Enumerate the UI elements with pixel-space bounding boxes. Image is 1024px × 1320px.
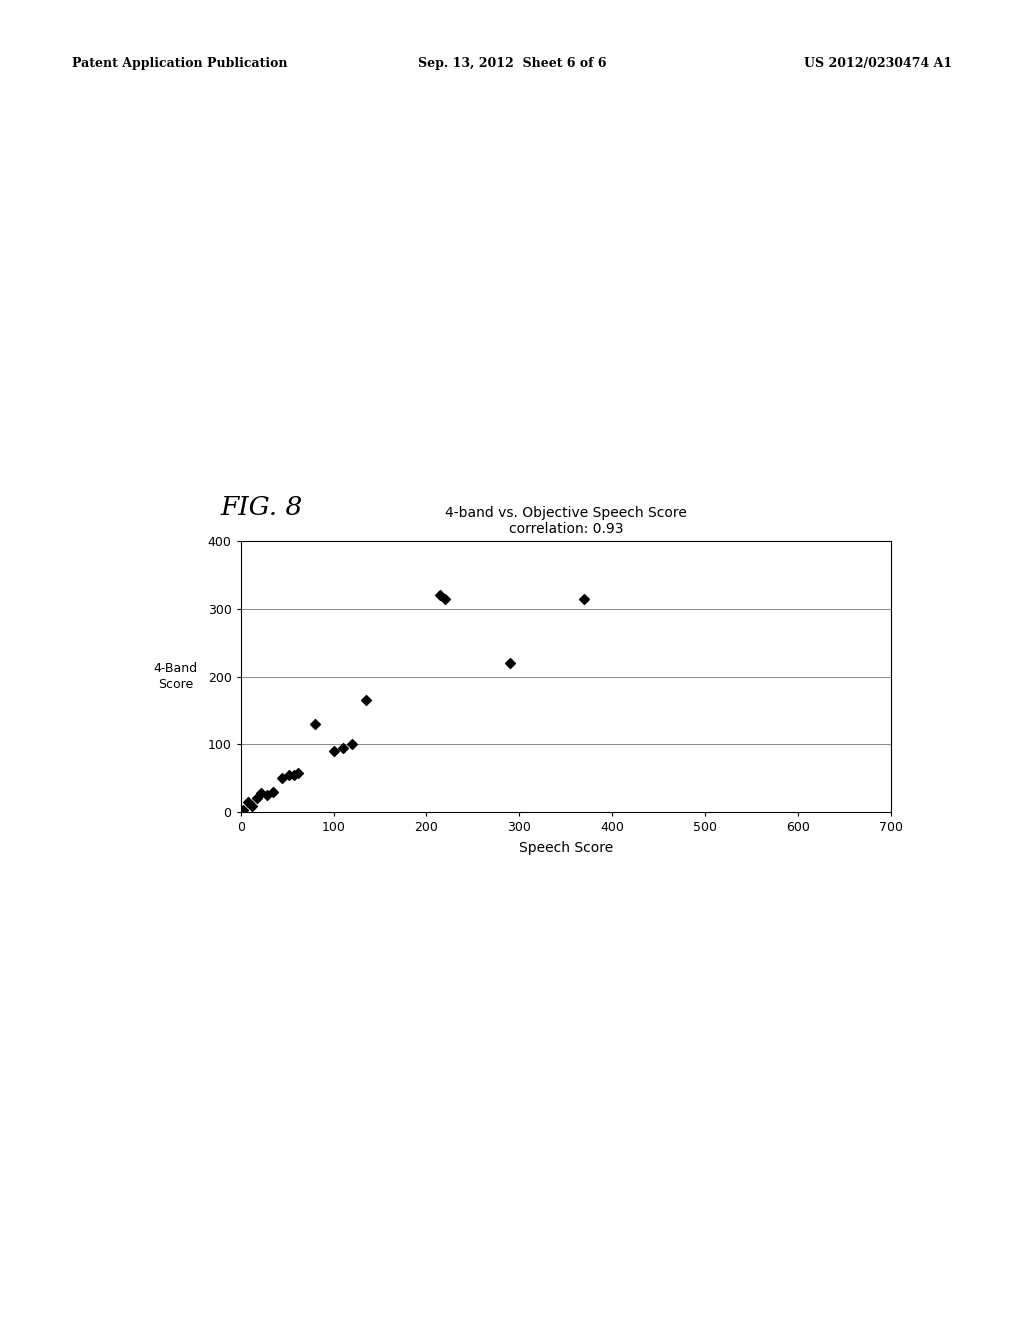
Point xyxy=(258,784,274,805)
Text: Sep. 13, 2012  Sheet 6 of 6: Sep. 13, 2012 Sheet 6 of 6 xyxy=(418,57,606,70)
Point xyxy=(357,689,374,710)
Point xyxy=(249,788,265,809)
Point xyxy=(502,652,518,673)
Point xyxy=(286,764,302,785)
Point xyxy=(240,791,256,812)
Point xyxy=(244,796,260,817)
Point xyxy=(344,734,360,755)
Point xyxy=(253,783,269,804)
Point xyxy=(432,585,449,606)
Point xyxy=(437,589,454,610)
Title: 4-band vs. Objective Speech Score
correlation: 0.93: 4-band vs. Objective Speech Score correl… xyxy=(444,506,687,536)
Point xyxy=(281,764,297,785)
Point xyxy=(326,741,342,762)
Text: Patent Application Publication: Patent Application Publication xyxy=(72,57,287,70)
Point xyxy=(307,713,324,734)
Point xyxy=(265,781,282,803)
Point xyxy=(335,737,351,758)
Text: US 2012/0230474 A1: US 2012/0230474 A1 xyxy=(804,57,952,70)
Y-axis label: 4-Band
Score: 4-Band Score xyxy=(154,663,198,690)
Point xyxy=(274,767,291,788)
Point xyxy=(236,800,252,821)
Text: FIG. 8: FIG. 8 xyxy=(220,495,302,520)
Point xyxy=(577,589,593,610)
X-axis label: Speech Score: Speech Score xyxy=(518,841,613,855)
Point xyxy=(290,762,306,783)
